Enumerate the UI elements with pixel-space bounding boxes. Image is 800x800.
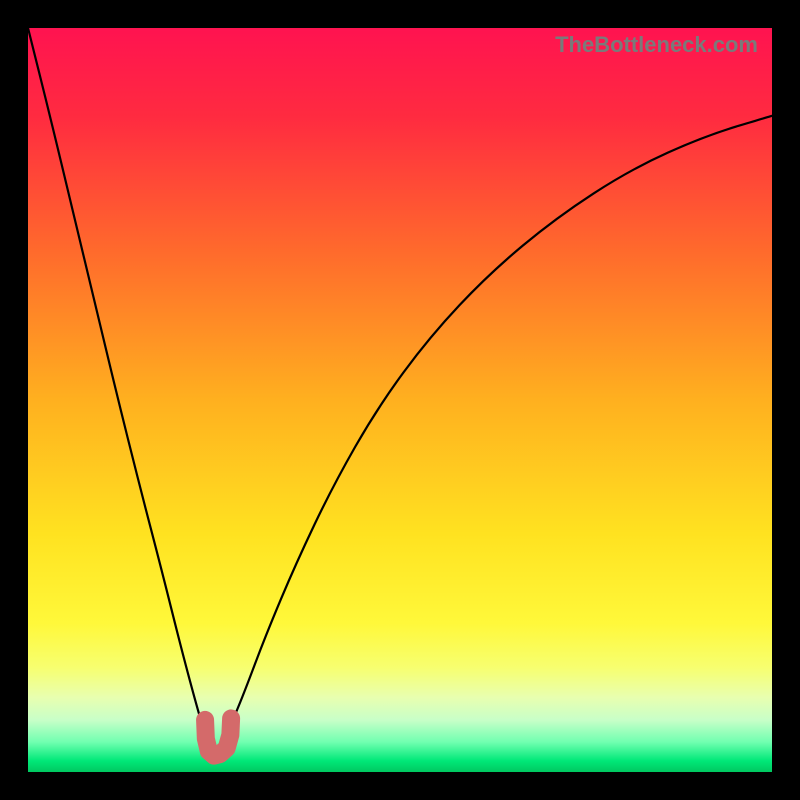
- chart-background: [28, 28, 772, 772]
- bottleneck-chart: [28, 28, 772, 772]
- chart-frame: TheBottleneck.com: [0, 0, 800, 800]
- watermark-text: TheBottleneck.com: [555, 32, 758, 58]
